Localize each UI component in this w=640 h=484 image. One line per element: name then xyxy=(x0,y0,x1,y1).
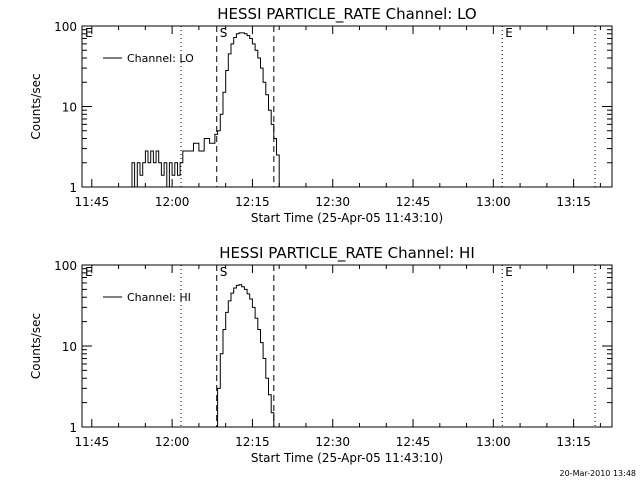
x-tick-label: 12:15 xyxy=(235,435,270,449)
marker-label: E xyxy=(85,265,93,279)
marker-label: E xyxy=(505,26,513,40)
marker-label: E xyxy=(85,26,93,40)
y-tick-label: 1 xyxy=(69,181,77,195)
marker-label: S xyxy=(220,265,228,279)
y-tick-label: 100 xyxy=(54,259,77,273)
legend-label: Channel: LO xyxy=(127,52,194,65)
y-axis-label: Counts/sec xyxy=(29,313,43,379)
chart-title: HESSI PARTICLE_RATE Channel: HI xyxy=(219,244,475,263)
marker-label: E xyxy=(505,265,513,279)
x-axis-label: Start Time (25-Apr-05 11:43:10) xyxy=(251,211,443,225)
chart-panel-hi: HESSI PARTICLE_RATE Channel: HI 11:45 12:0… xyxy=(29,244,613,465)
x-tick-label: 13:00 xyxy=(476,195,511,209)
timestamp-footer: 20-Mar-2010 13:48 xyxy=(560,469,637,478)
x-tick-label: 12:45 xyxy=(396,195,431,209)
y-tick-label: 10 xyxy=(62,101,77,115)
x-tick-label: 12:15 xyxy=(235,195,270,209)
chart-panel-lo: HESSI PARTICLE_RATE Channel: LO 11:45 12:0… xyxy=(29,5,613,225)
x-tick-label: 13:15 xyxy=(556,195,591,209)
x-tick-label: 13:15 xyxy=(556,435,591,449)
x-tick-label: 11:45 xyxy=(75,195,110,209)
y-tick-label: 100 xyxy=(54,20,77,34)
plot-frame xyxy=(81,264,613,428)
x-tick-label: 12:30 xyxy=(315,435,350,449)
chart-title: HESSI PARTICLE_RATE Channel: LO xyxy=(217,5,476,24)
legend-label: Channel: HI xyxy=(127,291,191,304)
x-tick-label: 12:30 xyxy=(315,195,350,209)
x-axis-label: Start Time (25-Apr-05 11:43:10) xyxy=(251,451,443,465)
marker-label: S xyxy=(220,26,228,40)
y-axis-label: Counts/sec xyxy=(29,73,43,139)
x-tick-label: 12:00 xyxy=(155,195,190,209)
y-tick-label: 1 xyxy=(69,421,77,435)
x-tick-label: 11:45 xyxy=(75,435,110,449)
series-line xyxy=(129,32,280,188)
x-tick-label: 12:00 xyxy=(155,435,190,449)
series-line xyxy=(214,284,275,428)
y-tick-label: 10 xyxy=(62,340,77,354)
x-tick-label: 12:45 xyxy=(396,435,431,449)
x-tick-label: 13:00 xyxy=(476,435,511,449)
